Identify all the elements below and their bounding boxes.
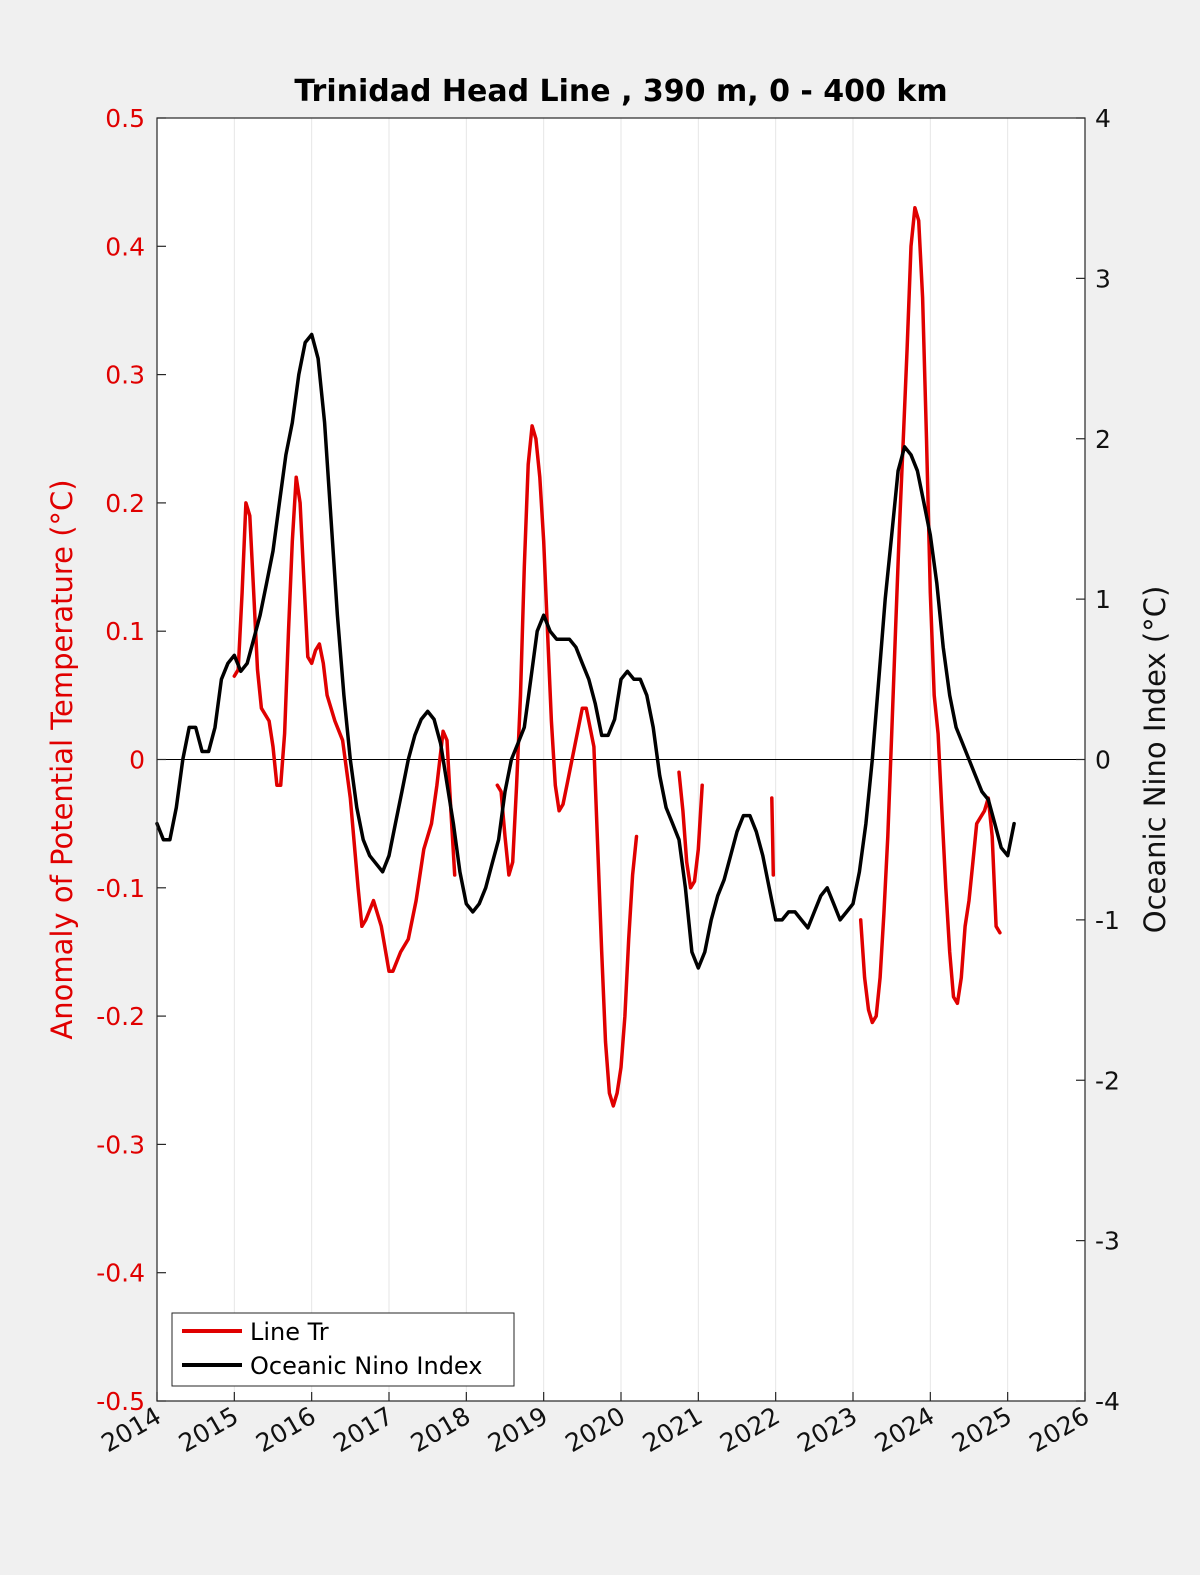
oni-line — [155, 332, 1016, 970]
y-right-tick-label: 4 — [1095, 104, 1111, 133]
y-left-tick-label: 0.5 — [105, 104, 145, 133]
chart-title: Trinidad Head Line , 390 m, 0 - 400 km — [294, 74, 947, 109]
y-right-tick-label: -3 — [1095, 1227, 1120, 1256]
x-tick-label: 2017 — [328, 1401, 398, 1458]
y-axis-label-right: Oceanic Nino Index (°C) — [1138, 586, 1172, 934]
series-layer — [155, 206, 1016, 1108]
y-right-tick-label: 2 — [1095, 425, 1111, 454]
legend-label-line-tr: Line Tr — [250, 1318, 329, 1346]
x-tick-label: 2023 — [792, 1401, 862, 1458]
y-right-tick-label: 1 — [1095, 585, 1111, 614]
y-left-tick-label: -0.3 — [96, 1130, 145, 1159]
x-tick-label: 2019 — [483, 1401, 553, 1458]
y-left-tick-label: 0.1 — [105, 617, 145, 646]
y-left-tick-label: -0.1 — [96, 874, 145, 903]
y-left-tick-label: -0.2 — [96, 1002, 145, 1031]
y-left-tick-label: 0 — [129, 746, 145, 775]
y-right-tick-label: 0 — [1095, 746, 1111, 775]
x-tick-label: 2026 — [1024, 1401, 1094, 1458]
y-right-tick-label: -4 — [1095, 1387, 1120, 1416]
line-tr-segment-1 — [232, 475, 457, 973]
x-tick-label: 2025 — [947, 1401, 1017, 1458]
x-tick-label: 2018 — [406, 1401, 476, 1458]
y-right-tick-label: -1 — [1095, 906, 1120, 935]
y-left-tick-label: 0.2 — [105, 489, 145, 518]
legend-box — [171, 1312, 515, 1387]
y-left-tick-label: 0.3 — [105, 361, 145, 390]
y-left-tick-label: -0.5 — [96, 1387, 145, 1416]
legend-label-oni: Oceanic Nino Index — [250, 1352, 482, 1380]
x-tick-label: 2022 — [715, 1401, 785, 1458]
line-tr-segment-4 — [770, 796, 776, 877]
y-right-tick-label: 3 — [1095, 264, 1111, 293]
y-right-tick-label: -2 — [1095, 1066, 1120, 1095]
x-tick-label: 2016 — [251, 1401, 321, 1458]
line-tr-segment-5 — [858, 206, 1002, 1025]
line-tr-segment-3 — [677, 770, 704, 890]
x-tick-label: 2020 — [560, 1401, 630, 1458]
x-tick-label: 2021 — [638, 1401, 708, 1458]
y-left-tick-label: 0.4 — [105, 232, 145, 261]
y-axis-label-left: Anomaly of Potential Temperature (°C) — [45, 479, 79, 1039]
legend: Line Tr Oceanic Nino Index — [171, 1312, 515, 1387]
x-tick-label: 2024 — [870, 1401, 940, 1458]
y-left-tick-label: -0.4 — [96, 1259, 145, 1288]
tick-layer: 2 0 1 4 2015 2016 2017 2018 2019 2020 2021 2022 2023… — [96, 104, 1120, 1458]
x-tick-label: 2015 — [174, 1401, 244, 1458]
